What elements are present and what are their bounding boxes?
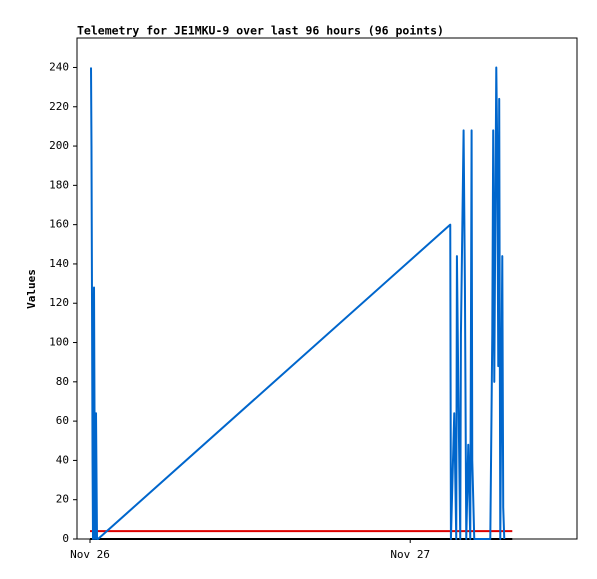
y-tick-label: 20 [56, 493, 69, 506]
y-tick-label: 240 [49, 60, 69, 73]
series-line [90, 66, 506, 540]
chart-title: Telemetry for JE1MKU-9 over last 96 hour… [77, 24, 444, 38]
y-tick-label: 0 [62, 532, 69, 545]
y-tick-label: 80 [56, 375, 69, 388]
y-tick-label: 120 [49, 296, 69, 309]
x-tick-label: Nov 26 [70, 548, 110, 561]
y-tick-label: 160 [49, 218, 69, 231]
y-tick-label: 220 [49, 100, 69, 113]
y-tick-label: 100 [49, 336, 69, 349]
x-tick-label: Nov 27 [390, 548, 430, 561]
y-tick-label: 180 [49, 178, 69, 191]
y-tick-label: 140 [49, 257, 69, 270]
y-tick-label: 200 [49, 139, 69, 152]
y-tick-label: 40 [56, 453, 69, 466]
y-axis-label: Values [25, 269, 38, 309]
y-tick-label: 60 [56, 414, 69, 427]
